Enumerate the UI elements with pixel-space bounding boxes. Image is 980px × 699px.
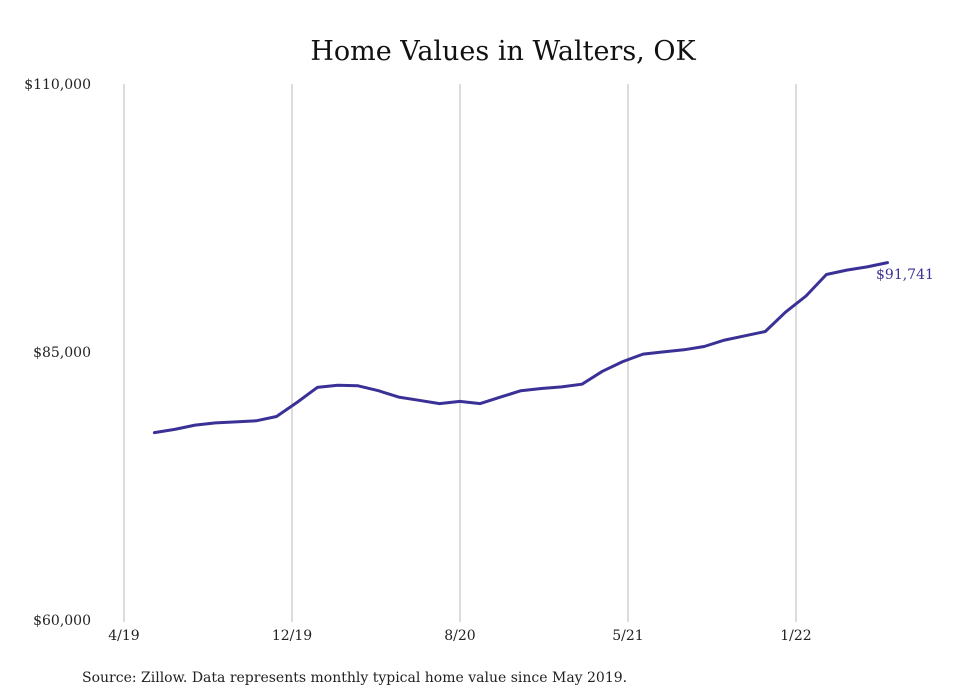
y-tick-label: $110,000 bbox=[24, 77, 91, 93]
y-tick-label: $85,000 bbox=[33, 345, 91, 361]
source-note: Source: Zillow. Data represents monthly … bbox=[82, 670, 627, 686]
vertical-gridlines bbox=[123, 84, 797, 622]
chart-title: Home Values in Walters, OK bbox=[310, 36, 696, 67]
x-tick-label: 8/20 bbox=[444, 628, 475, 644]
x-axis-ticks: 4/19 12/19 8/20 5/21 1/22 bbox=[108, 628, 811, 644]
series-line bbox=[152, 261, 889, 435]
y-tick-label: $60,000 bbox=[33, 613, 91, 629]
y-axis-ticks: $110,000 $85,000 $60,000 bbox=[24, 77, 91, 629]
x-tick-label: 1/22 bbox=[780, 628, 811, 644]
last-value-label: $91,741 bbox=[876, 267, 934, 283]
x-tick-label: 5/21 bbox=[612, 628, 643, 644]
x-tick-label: 12/19 bbox=[272, 628, 312, 644]
x-tick-label: 4/19 bbox=[108, 628, 139, 644]
